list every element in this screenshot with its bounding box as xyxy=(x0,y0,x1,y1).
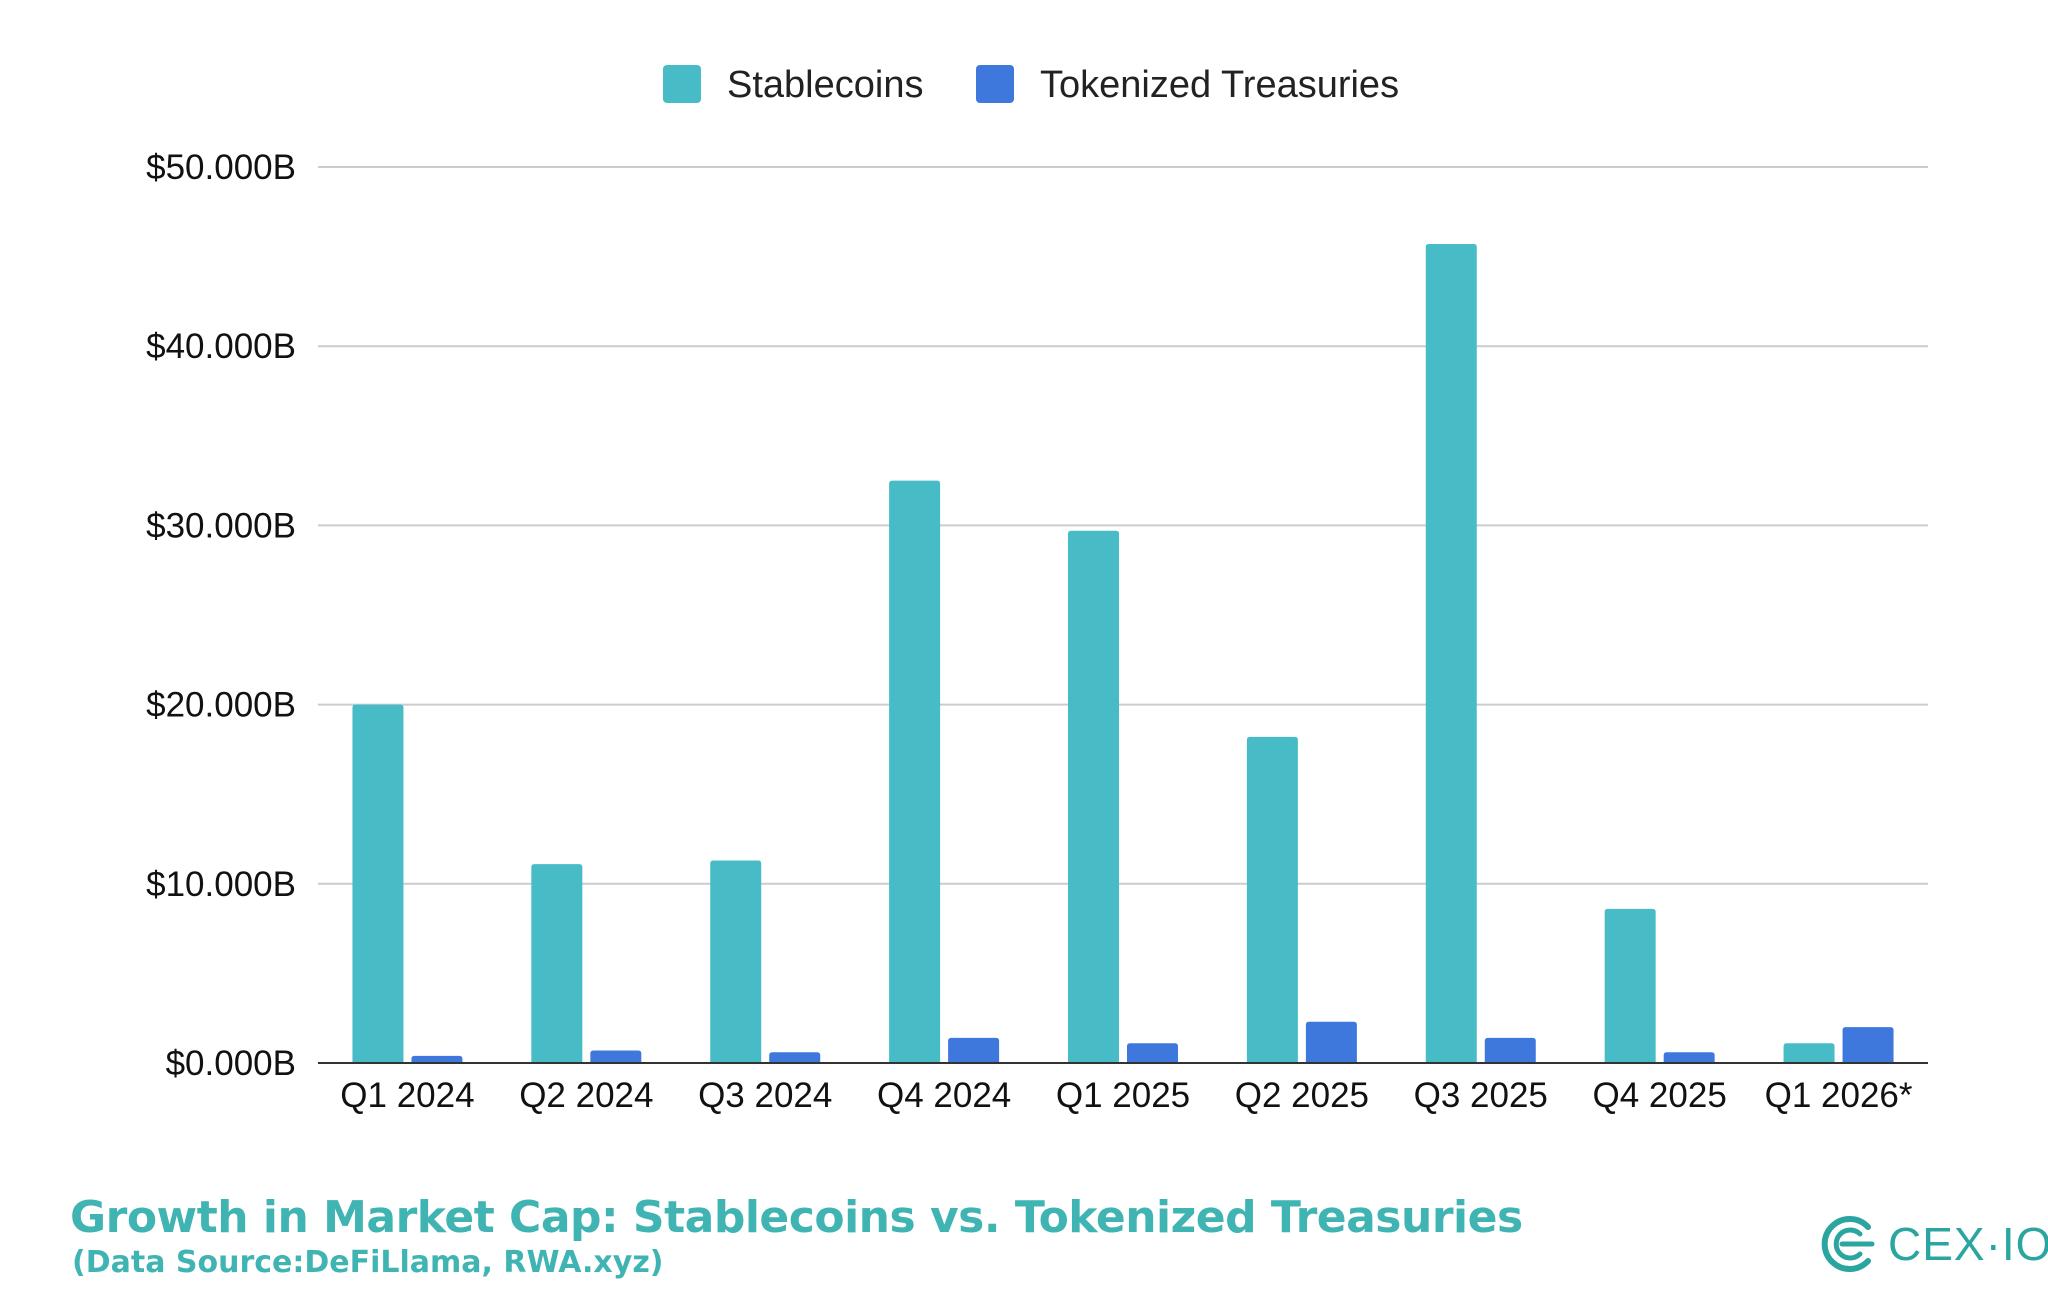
bar-stablecoins xyxy=(1246,736,1298,1063)
legend-swatch xyxy=(663,65,701,103)
bar-tokenized-treasuries xyxy=(1842,1027,1894,1063)
bar-tokenized-treasuries xyxy=(1127,1043,1178,1063)
x-tick-label: Q3 2024 xyxy=(698,1076,832,1115)
legend-label: Tokenized Treasuries xyxy=(1040,64,1399,106)
chart-title: Growth in Market Cap: Stablecoins vs. To… xyxy=(70,1192,1523,1243)
x-tick-label: Q1 2026* xyxy=(1765,1076,1913,1115)
bar-stablecoins xyxy=(710,860,762,1063)
x-tick-label: Q4 2025 xyxy=(1593,1076,1727,1115)
bar-stablecoins xyxy=(1783,1043,1835,1063)
bar-stablecoins xyxy=(1425,244,1477,1063)
bar-tokenized-treasuries xyxy=(411,1055,463,1063)
logo-text: CEX·IO xyxy=(1888,1218,2048,1270)
y-axis-tick-labels: $0.000B $10.000B $20.000B $30.000B $40.000B $… xyxy=(146,148,296,1083)
x-tick-label: Q1 2024 xyxy=(340,1076,474,1115)
bar-stablecoins xyxy=(1604,908,1656,1063)
bars xyxy=(352,244,1894,1064)
bar-stablecoins xyxy=(889,480,941,1064)
bar-tokenized-treasuries xyxy=(590,1050,642,1063)
y-tick-label: $50.000B xyxy=(146,148,296,187)
bar-tokenized-treasuries xyxy=(1305,1021,1357,1063)
chart-caption: Growth in Market Cap: Stablecoins vs. To… xyxy=(70,1192,1523,1280)
y-tick-label: $0.000B xyxy=(166,1044,296,1083)
bar-stablecoins xyxy=(352,704,404,1063)
legend-swatch xyxy=(976,65,1014,103)
gridlines xyxy=(318,166,1928,885)
y-tick-label: $10.000B xyxy=(146,865,296,904)
chart: Stablecoins Tokenized Treasuries $0.000B$… xyxy=(146,64,1928,1115)
x-tick-label: Q4 2024 xyxy=(877,1076,1011,1115)
legend: Stablecoins Tokenized Treasuries xyxy=(663,64,1399,106)
legend-label: Stablecoins xyxy=(727,64,923,106)
y-tick-label: $40.000B xyxy=(146,327,296,366)
chart-subtitle: (Data Source:DeFiLlama, RWA.xyz) xyxy=(72,1245,664,1280)
y-tick-label: $20.000B xyxy=(146,686,296,725)
bar-tokenized-treasuries xyxy=(948,1037,1000,1063)
bar-tokenized-treasuries xyxy=(769,1052,821,1063)
x-tick-label: Q3 2025 xyxy=(1414,1076,1548,1115)
y-tick-label: $30.000B xyxy=(146,506,296,545)
x-tick-label: Q1 2025 xyxy=(1056,1076,1190,1115)
x-tick-label: Q2 2024 xyxy=(519,1076,653,1115)
bar-stablecoins xyxy=(1068,530,1119,1063)
bar-stablecoins xyxy=(531,864,583,1063)
bar-tokenized-treasuries xyxy=(1484,1037,1536,1063)
brand-logo: CEX·IO xyxy=(1816,1212,2048,1276)
bar-tokenized-treasuries xyxy=(1663,1052,1715,1063)
cex-io-logo-icon xyxy=(1821,1216,1875,1272)
x-axis-tick-labels: Q1 2024 Q2 2024 Q3 2024 Q4 2024 Q1 2025 Q2 20… xyxy=(340,1076,1913,1115)
x-tick-label: Q2 2025 xyxy=(1235,1076,1369,1115)
